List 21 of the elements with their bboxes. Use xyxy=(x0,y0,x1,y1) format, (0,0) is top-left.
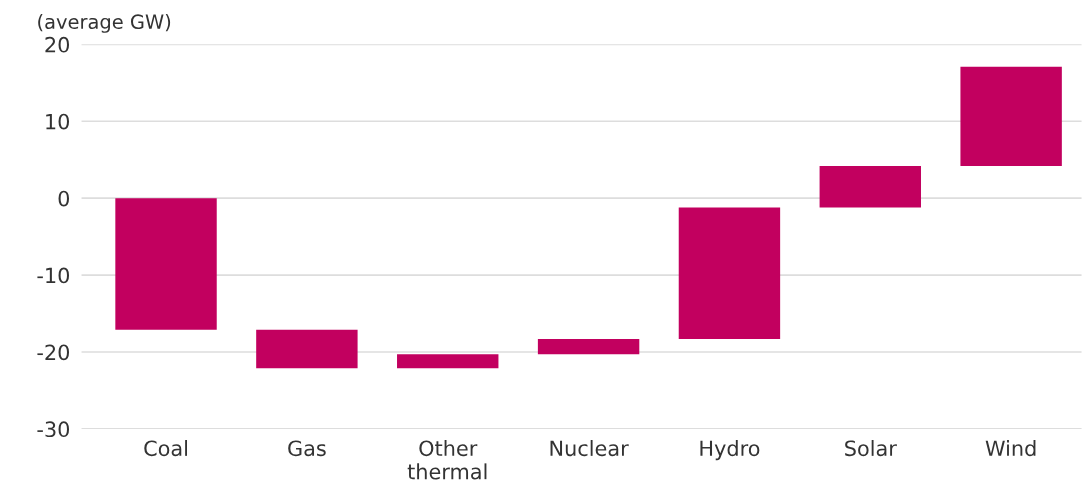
y-axis-title: (average GW) xyxy=(38,14,171,33)
y-tick-label: 0 xyxy=(58,190,70,207)
bar xyxy=(537,338,640,355)
bar xyxy=(256,329,358,369)
bar xyxy=(115,198,217,330)
y-tick-label: -20 xyxy=(37,344,70,361)
x-tick-label: Hydro xyxy=(700,440,760,461)
x-tick-label: Coal xyxy=(144,440,187,457)
x-tick-label: Nuclear xyxy=(550,440,629,457)
x-tick-label: Wind xyxy=(985,440,1036,457)
y-tick-label: 20 xyxy=(45,36,70,53)
x-tick-label: Other thermal xyxy=(407,440,487,480)
x-tick-label: Gas xyxy=(288,440,326,457)
y-tick-label: -10 xyxy=(37,267,70,284)
y-tick-label: 10 xyxy=(46,113,70,130)
bar xyxy=(397,354,499,369)
bar xyxy=(678,207,781,339)
bar xyxy=(960,66,1062,166)
y-tick-label: -30 xyxy=(37,421,70,438)
x-tick-label: Solar xyxy=(845,440,897,457)
bar xyxy=(819,165,921,208)
